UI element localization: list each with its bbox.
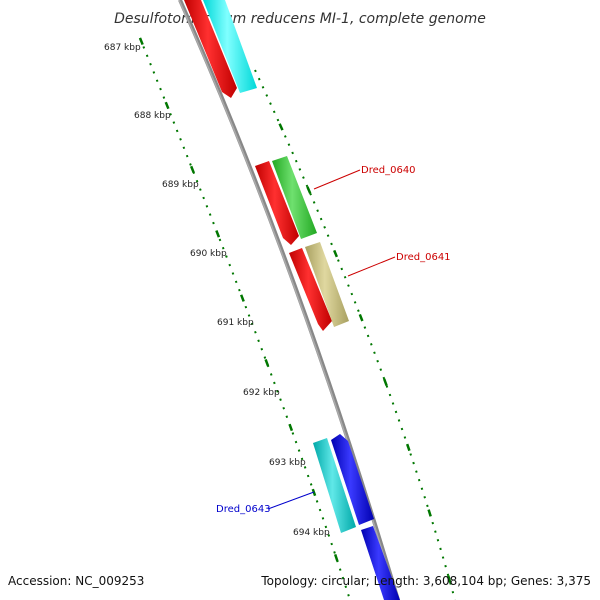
tick-label-689: 689 kbp <box>162 180 199 190</box>
gene-feature-red-0641[interactable] <box>289 248 332 331</box>
map-title: Desulfotomaculum reducens MI-1, complete… <box>114 11 486 27</box>
tick-label-688: 688 kbp <box>134 111 171 121</box>
gene-feature-dred-0640[interactable] <box>272 156 317 239</box>
tick-label-691: 691 kbp <box>217 318 254 328</box>
tick-label-694: 694 kbp <box>293 528 330 538</box>
tick-label-692: 692 kbp <box>243 388 280 398</box>
tick-label-693: 693 kbp <box>269 458 306 468</box>
gene-feature-blue-lower[interactable] <box>361 526 400 600</box>
outer-ring <box>253 69 457 600</box>
gene-feature-cyan-top[interactable] <box>203 0 257 93</box>
tick-label-690: 690 kbp <box>190 249 227 259</box>
tick-ring <box>138 37 352 600</box>
gene-label-dred-0643[interactable]: Dred_0643 <box>216 504 271 515</box>
accession-text: Accession: NC_009253 <box>8 574 145 588</box>
gene-feature-dred-0643[interactable] <box>313 438 356 533</box>
gene-feature-red-top[interactable] <box>184 0 237 98</box>
callout-line-dred-0640 <box>313 169 361 190</box>
callout-line-dred-0641 <box>347 256 396 277</box>
gene-label-dred-0641[interactable]: Dred_0641 <box>396 252 451 263</box>
callout-line-dred-0643 <box>267 491 315 510</box>
tick-label-687: 687 kbp <box>104 43 141 53</box>
gene-feature-red-0640[interactable] <box>255 161 299 245</box>
gene-feature-blue-upper[interactable] <box>331 434 374 525</box>
genome-summary-text: Topology: circular; Length: 3,608,104 bp… <box>261 574 591 588</box>
gene-label-dred-0640[interactable]: Dred_0640 <box>361 165 416 176</box>
gene-feature-dred-0641[interactable] <box>305 242 349 327</box>
